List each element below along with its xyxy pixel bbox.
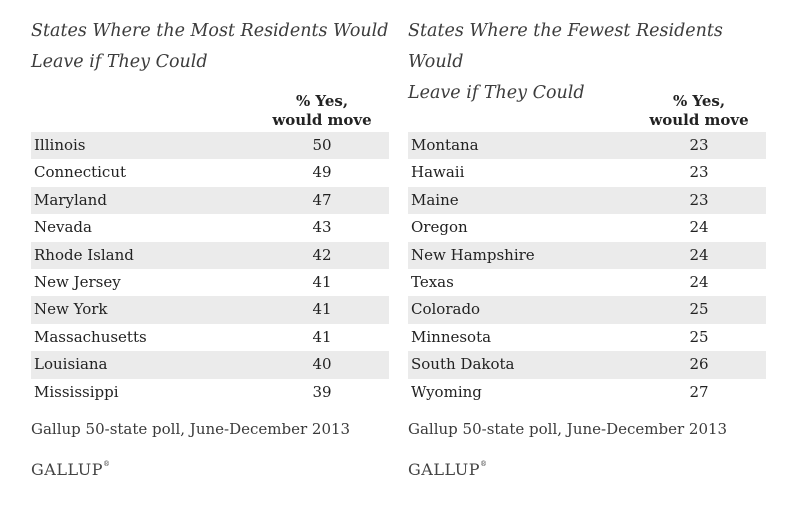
percent-value: 41 xyxy=(312,300,332,319)
table-row: Illinois 50 xyxy=(31,132,389,160)
source-note: Gallup 50-state poll, June-December 2013 xyxy=(408,419,728,438)
data-table: Illinois 50 Connecticut 49 Maryland 47 Neva… xyxy=(31,132,389,406)
gallup-logo: GALLUP® xyxy=(31,460,389,479)
percent-value: 23 xyxy=(689,136,709,154)
header-line: would move xyxy=(272,111,372,129)
data-table: Montana 23 Hawaii 23 Maine 23 Oregon 24 New … xyxy=(408,132,766,406)
percent-value: 40 xyxy=(312,355,332,374)
state-name: Texas xyxy=(411,272,454,291)
table-row: Massachusetts 41 xyxy=(31,324,389,351)
percent-value: 42 xyxy=(312,245,332,264)
table-row: South Dakota 26 xyxy=(408,351,766,379)
panel-title: States Where the Fewest Residents Would … xyxy=(408,16,766,103)
state-name: Nevada xyxy=(34,218,92,237)
column-header-label: % Yes, would move xyxy=(644,92,754,130)
percent-value: 26 xyxy=(689,355,709,374)
percent-value: 24 xyxy=(689,272,709,291)
table-row: Connecticut 49 xyxy=(31,159,389,186)
table-row: Rhode Island 42 xyxy=(31,241,389,269)
state-name: New Jersey xyxy=(34,272,121,291)
percent-value: 41 xyxy=(312,327,332,346)
state-name: Mississippi xyxy=(34,382,119,401)
state-name: New Hampshire xyxy=(411,245,535,264)
percent-value: 23 xyxy=(689,190,709,209)
table-row: Maryland 47 xyxy=(31,186,389,215)
state-name: Connecticut xyxy=(34,163,127,182)
table-row: Oregon 24 xyxy=(408,214,766,241)
table-row: New Jersey 41 xyxy=(31,269,389,296)
percent-value: 25 xyxy=(689,327,709,346)
registered-mark: ® xyxy=(479,459,488,468)
header-line: % Yes, xyxy=(295,92,349,110)
table-row: Montana 23 xyxy=(408,132,766,160)
table-row: New York 41 xyxy=(31,296,389,324)
table-row: Wyoming 27 xyxy=(408,379,766,406)
panel-title: States Where the Most Residents Would Le… xyxy=(31,16,389,78)
percent-value: 50 xyxy=(312,136,332,154)
table-row: Nevada 43 xyxy=(31,214,389,241)
state-name: Rhode Island xyxy=(34,245,134,264)
fewest-leave-panel: States Where the Fewest Residents Would … xyxy=(408,16,766,479)
percent-value: 43 xyxy=(312,218,332,237)
title-line: Leave if They Could xyxy=(408,83,585,103)
state-name: Oregon xyxy=(411,218,468,237)
state-name: Massachusetts xyxy=(34,327,147,346)
percent-value: 27 xyxy=(689,382,709,401)
percent-value: 39 xyxy=(312,382,332,401)
state-name: Maryland xyxy=(34,190,107,209)
state-name: Maine xyxy=(411,190,459,209)
most-leave-panel: States Where the Most Residents Would Le… xyxy=(31,16,389,479)
table-row: Colorado 25 xyxy=(408,296,766,324)
header-line: % Yes, xyxy=(672,92,726,110)
percent-value: 41 xyxy=(312,272,332,291)
brand-text: GALLUP xyxy=(31,459,103,479)
title-line: States Where the Fewest Residents Would xyxy=(408,21,723,72)
registered-mark: ® xyxy=(102,459,111,468)
title-line: Leave if They Could xyxy=(31,52,208,72)
source-note: Gallup 50-state poll, June-December 2013 xyxy=(31,419,351,438)
state-name: Minnesota xyxy=(411,327,492,346)
table-row: Texas 24 xyxy=(408,269,766,296)
percent-value: 23 xyxy=(689,163,709,182)
state-name: Hawaii xyxy=(411,163,465,182)
percent-value: 24 xyxy=(689,218,709,237)
table-row: Mississippi 39 xyxy=(31,379,389,406)
state-name: Colorado xyxy=(411,300,481,319)
state-name: Wyoming xyxy=(411,382,482,401)
table-row: Louisiana 40 xyxy=(31,351,389,379)
column-header-label: % Yes, would move xyxy=(267,92,377,130)
table-row: New Hampshire 24 xyxy=(408,241,766,269)
title-line: States Where the Most Residents Would xyxy=(31,21,389,41)
state-name: New York xyxy=(34,300,108,319)
brand-text: GALLUP xyxy=(408,459,480,479)
percent-value: 49 xyxy=(312,163,332,182)
table-row: Minnesota 25 xyxy=(408,324,766,351)
state-name: South Dakota xyxy=(411,355,515,374)
header-line: would move xyxy=(649,111,749,129)
state-name: Illinois xyxy=(34,136,86,154)
state-name: Louisiana xyxy=(34,355,108,374)
percent-value: 24 xyxy=(689,245,709,264)
percent-value: 47 xyxy=(312,190,332,209)
table-row: Maine 23 xyxy=(408,186,766,215)
percent-value: 25 xyxy=(689,300,709,319)
state-name: Montana xyxy=(411,136,479,154)
table-row: Hawaii 23 xyxy=(408,159,766,186)
column-header: % Yes, would move xyxy=(31,78,389,132)
gallup-logo: GALLUP® xyxy=(408,460,766,479)
column-header: % Yes, would move xyxy=(408,78,766,132)
